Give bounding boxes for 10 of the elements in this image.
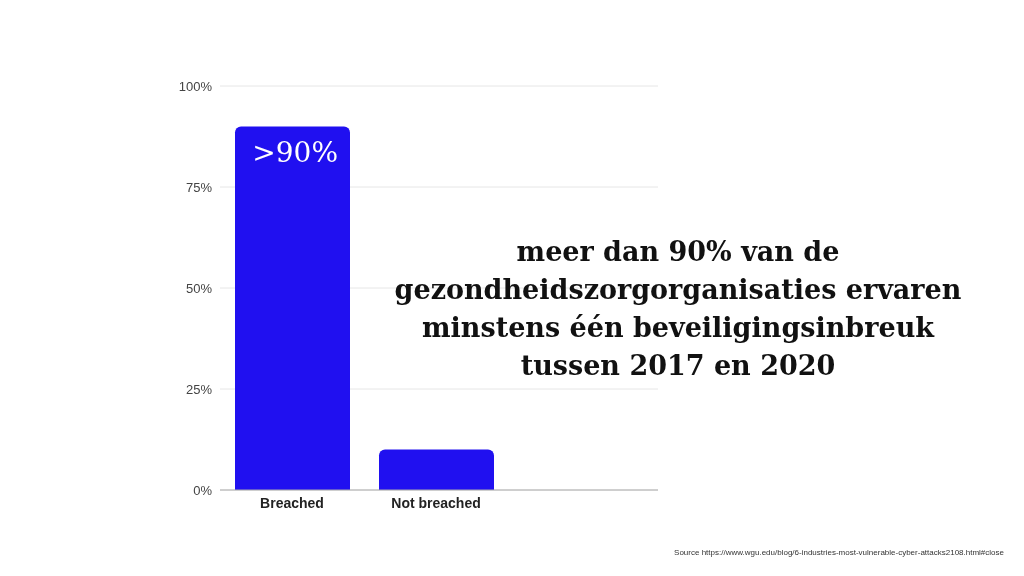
x-tick-label: Not breached xyxy=(391,494,481,511)
y-tick-label: 25% xyxy=(185,381,213,397)
x-tick-label: Breached xyxy=(260,494,324,511)
y-tick-label: 0% xyxy=(193,482,213,498)
y-tick-label: 100% xyxy=(178,78,213,94)
data-label: >90% xyxy=(252,136,338,170)
y-tick-label: 75% xyxy=(185,179,213,195)
source-note: Source https://www.wgu.edu/blog/6-industries-most-vulnerable-cyber-attacks2108.html#close xyxy=(674,548,1004,557)
annotation: meer dan 90% van de gezondheidszorgorganisaties ervaren minstens één beveiligingsinbreuk tussen 2017 en 2020 xyxy=(393,235,963,383)
y-tick-label: 50% xyxy=(185,280,213,296)
